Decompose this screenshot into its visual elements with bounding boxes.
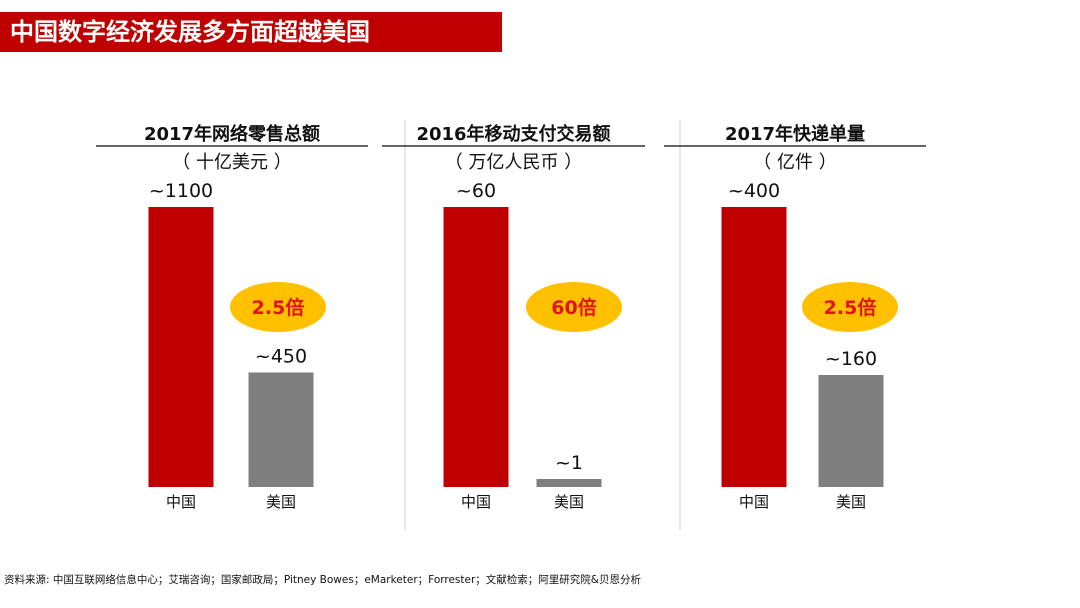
chart-title: 2016年移动支付交易额 [416,123,610,145]
chart-unit: （ 万亿人民币 ） [445,152,582,173]
chart-unit: （ 十亿美元 ） [172,152,291,173]
data-label: ~1 [555,452,583,474]
data-label: ~450 [255,345,307,367]
chart-title: 2017年快递单量 [725,123,865,145]
data-label: ~160 [825,348,877,370]
page-title: 中国数字经济发展多方面超越美国 [0,12,502,52]
category-label: 美国 [554,493,584,511]
ratio-badge [802,282,898,332]
ratio-text: 2.5倍 [252,296,305,319]
bar-usa [248,372,314,487]
ratio-badge [526,282,622,332]
bar-china [148,207,214,487]
source-note: 资料来源: 中国互联网络信息中心；艾瑞咨询；国家邮政局；Pitney Bowes… [4,574,641,586]
data-label: ~60 [456,180,496,202]
category-label: 美国 [266,493,296,511]
category-label: 中国 [739,493,769,511]
ratio-text: 2.5倍 [824,296,877,319]
category-label: 美国 [836,493,866,511]
bar-china [443,207,509,487]
bar-usa [818,375,884,487]
ratio-text: 60倍 [551,296,596,319]
ratio-badge [230,282,326,332]
category-label: 中国 [461,493,491,511]
bar-china [721,207,787,487]
chart-unit: （ 亿件 ） [753,152,836,173]
chart-title: 2017年网络零售总额 [144,123,320,145]
category-label: 中国 [166,493,196,511]
data-label: ~400 [728,180,780,202]
data-label: ~1100 [149,180,213,202]
bar-usa [536,479,602,487]
